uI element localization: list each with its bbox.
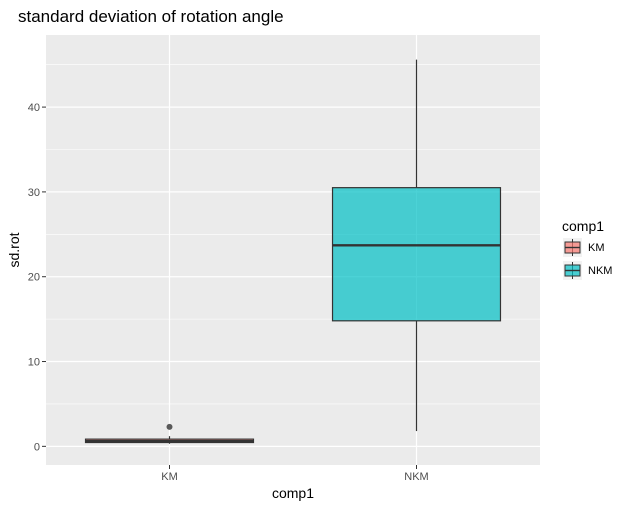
x-tick-label: KM [161, 471, 178, 483]
outlier-point-km [166, 423, 173, 430]
y-tick-label: 30 [28, 187, 40, 199]
x-axis-title: comp1 [272, 485, 314, 501]
x-axis: KM NKM [161, 465, 429, 483]
y-axis: 0 10 20 30 40 [28, 102, 46, 453]
legend: comp1 KM NKM [562, 218, 612, 280]
x-tick-label: NKM [404, 471, 428, 483]
y-tick-label: 40 [28, 102, 40, 114]
boxes [84, 59, 502, 444]
legend-label-nkm: NKM [588, 265, 612, 277]
y-tick-label: 20 [28, 272, 40, 284]
y-tick-label: 10 [28, 357, 40, 369]
grid-lines [46, 35, 540, 465]
legend-label-km: KM [588, 242, 605, 254]
y-tick-label: 0 [34, 441, 40, 453]
legend-title: comp1 [562, 218, 604, 234]
chart-title: standard deviation of rotation angle [18, 7, 284, 26]
y-axis-title: sd.rot [6, 232, 22, 267]
box-nkm [331, 187, 502, 322]
